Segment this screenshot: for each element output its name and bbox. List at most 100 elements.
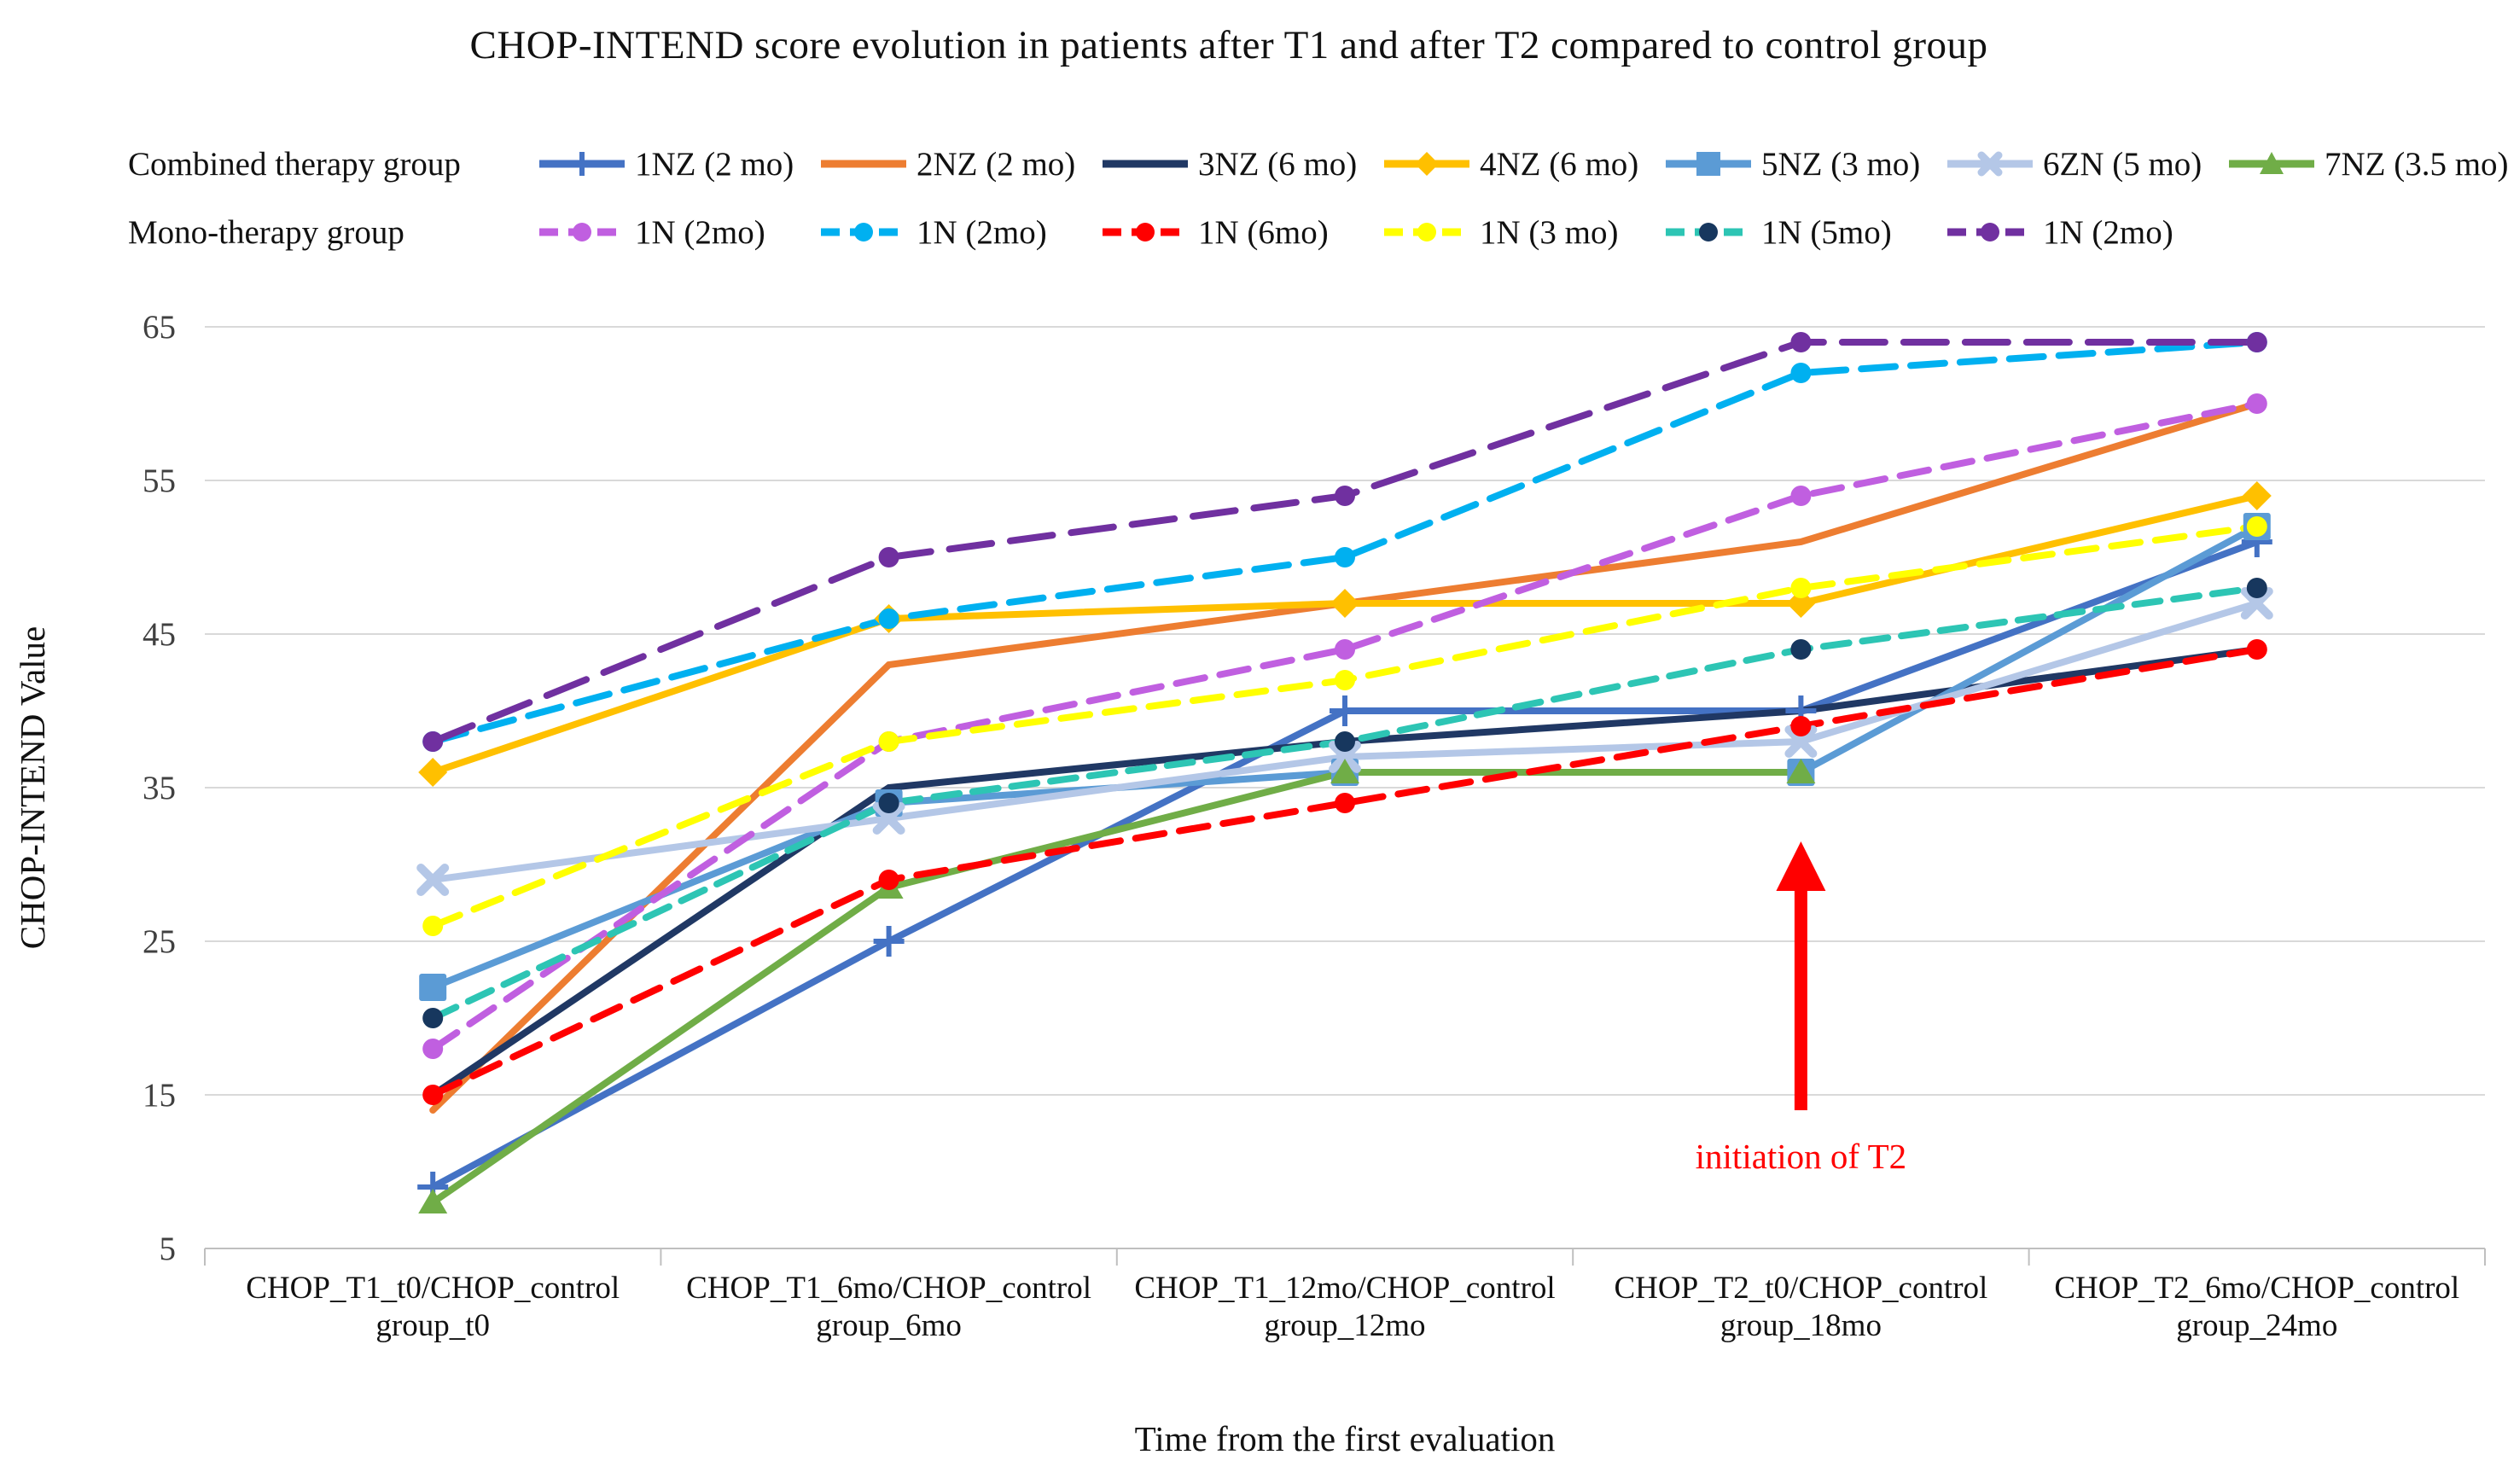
legend-entry-4: 4NZ (6 mo)	[1382, 145, 1664, 183]
legend-swatch-icon	[1947, 151, 2033, 177]
legend-swatch-icon	[821, 223, 906, 242]
y-tick-label: 45	[143, 616, 176, 653]
data-point-diamond	[418, 758, 448, 787]
x-axis-title: Time from the first evaluation	[1135, 1419, 1556, 1458]
data-point-plus	[1330, 695, 1360, 726]
data-point-circle	[878, 608, 899, 629]
x-category-label: group_12mo	[1264, 1308, 1425, 1343]
legend-marker-circle	[1699, 223, 1718, 242]
legend-entry-1: 1NZ (2 mo)	[538, 145, 819, 183]
legend-entry-2: 2NZ (2 mo)	[819, 145, 1101, 183]
data-point-circle	[878, 731, 899, 752]
data-point-circle	[878, 870, 899, 890]
data-point-circle	[1790, 716, 1812, 736]
data-point-triangle	[418, 1189, 448, 1213]
data-point-circle	[422, 1039, 444, 1059]
legend-swatch-icon	[1666, 223, 1751, 242]
data-point-x	[1329, 741, 1361, 773]
data-point-circle	[1790, 578, 1812, 598]
data-point-circle	[422, 1085, 444, 1105]
y-tick-label: 15	[143, 1077, 176, 1114]
legend-entry-12: 1N (5mo)	[1664, 213, 1946, 252]
data-point-circle	[2246, 393, 2267, 414]
legend-group-label-combined: Combined therapy group	[128, 145, 461, 183]
legend-marker-circle	[573, 223, 591, 242]
legend-marker-circle	[1136, 223, 1155, 242]
legend-entry-label: 6ZN (5 mo)	[2043, 145, 2203, 183]
data-point-diamond	[2242, 481, 2272, 510]
legend-row-mono: Mono-therapy group 1N (2mo) 1N (2mo) 1N (6…	[128, 198, 2500, 266]
legend-marker-circle	[1417, 223, 1436, 242]
data-point-triangle	[1786, 759, 1816, 783]
data-point-circle	[422, 1008, 444, 1028]
legend-marker-circle	[1981, 223, 1999, 242]
legend-entry-label: 1N (6mo)	[1198, 213, 1329, 251]
legend-entry-label: 3NZ (6 mo)	[1198, 145, 1358, 183]
legend-marker-circle	[854, 223, 873, 242]
legend-swatch-icon	[1947, 223, 2033, 242]
legend-entry-label: 5NZ (3 mo)	[1761, 145, 1921, 183]
legend-entry-6: 6ZN (5 mo)	[1946, 145, 2227, 183]
data-point-circle	[1790, 332, 1812, 352]
data-point-square	[419, 974, 447, 1001]
data-point-circle	[1335, 731, 1355, 752]
legend-entry-label: 1NZ (2 mo)	[635, 145, 794, 183]
data-point-diamond	[1786, 589, 1816, 618]
legend-swatch-icon	[821, 160, 906, 168]
legend-swatch-icon	[539, 152, 625, 176]
annotation-text: initiation of T2	[1696, 1137, 1907, 1176]
legend-entry-label: 1N (2mo)	[2043, 213, 2173, 251]
legend-entry-label: 1N (2mo)	[916, 213, 1047, 251]
chart-title: CHOP-INTEND score evolution in patients …	[469, 23, 1988, 67]
legend-entry-8: 1N (2mo)	[538, 213, 819, 252]
legend-entry-label: 2NZ (2 mo)	[916, 145, 1076, 183]
annotation-arrow-head	[1776, 841, 1826, 891]
data-point-circle	[2246, 332, 2267, 352]
legend-entry-3: 3NZ (6 mo)	[1101, 145, 1382, 183]
data-point-x	[2240, 587, 2273, 620]
data-point-circle	[2246, 516, 2267, 537]
legend-marker-plus	[570, 152, 594, 176]
legend-entry-7: 7NZ (3.5 mo)	[2227, 145, 2508, 183]
legend-entry-5: 5NZ (3 mo)	[1664, 145, 1946, 183]
y-tick-label: 65	[143, 309, 176, 346]
y-tick-label: 35	[143, 770, 176, 806]
legend-entry-label: 4NZ (6 mo)	[1480, 145, 1639, 183]
data-point-circle	[1335, 547, 1355, 567]
x-category-label: group_t0	[375, 1308, 490, 1343]
chart-legend: Combined therapy group 1NZ (2 mo) 2NZ (2 …	[128, 130, 2508, 266]
legend-entry-label: 1N (5mo)	[1761, 213, 1892, 251]
data-point-circle	[2246, 639, 2267, 660]
data-point-circle	[1790, 486, 1812, 506]
x-category-label: group_24mo	[2176, 1308, 2337, 1343]
series-line	[429, 769, 1805, 1206]
legend-entry-9: 1N (2mo)	[819, 213, 1101, 252]
legend-swatch-icon	[1103, 223, 1188, 242]
x-category-label: CHOP_T2_6mo/CHOP_control	[2054, 1271, 2459, 1306]
x-category-label: CHOP_T2_t0/CHOP_control	[1614, 1271, 1987, 1306]
legend-entry-13: 1N (2mo)	[1946, 213, 2227, 252]
legend-marker-triangle	[2260, 152, 2284, 174]
series-line	[429, 400, 2261, 1052]
data-point-circle	[1335, 486, 1355, 506]
y-axis-title: CHOP-INTEND Value	[13, 626, 52, 949]
legend-swatch-icon	[1384, 223, 1469, 242]
y-tick-label: 5	[160, 1231, 177, 1267]
x-category-label: group_6mo	[816, 1308, 962, 1343]
data-point-circle	[1335, 793, 1355, 813]
data-point-circle	[1790, 639, 1812, 660]
data-point-circle	[878, 793, 899, 813]
data-point-triangle	[1330, 759, 1359, 783]
series-line	[429, 646, 2261, 1098]
data-point-plus	[873, 926, 905, 957]
legend-entry-11: 1N (3 mo)	[1382, 213, 1664, 252]
data-point-circle	[2246, 578, 2267, 598]
series-line	[429, 339, 2261, 745]
legend-marker-x	[1977, 151, 2003, 177]
data-point-diamond	[1330, 589, 1359, 618]
x-category-label: group_18mo	[1720, 1308, 1882, 1343]
legend-row-combined: Combined therapy group 1NZ (2 mo) 2NZ (2 …	[128, 130, 2508, 198]
y-tick-label: 55	[143, 463, 176, 499]
